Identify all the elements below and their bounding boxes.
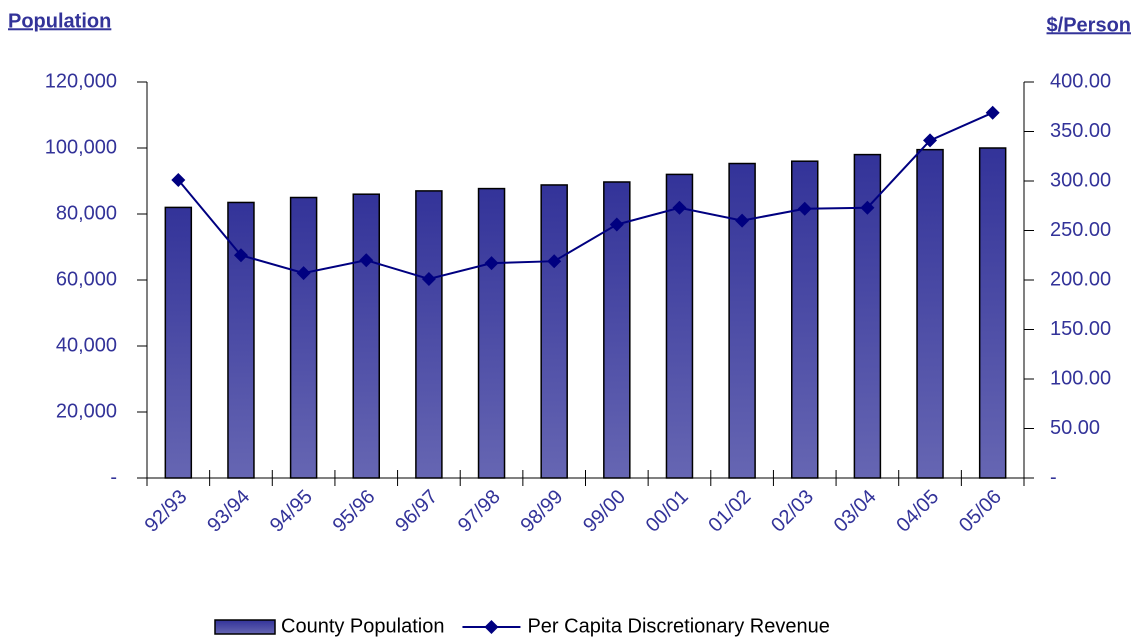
x-tick-label: 93/94 [203,486,254,537]
x-tick-label: 05/06 [955,486,1006,537]
x-tick-label: 99/00 [579,486,630,537]
bar [728,162,756,479]
line-marker [797,201,812,216]
bar [164,206,193,479]
x-tick-label: 00/01 [642,486,693,537]
line-marker [860,200,875,215]
y-tick-label: 100,000 [45,136,117,158]
x-tick-label: 92/93 [141,486,192,537]
x-tick-label: 97/98 [454,486,505,537]
y-tick-label: 120,000 [45,70,117,92]
line-marker [171,173,186,188]
line-marker [421,272,436,287]
x-tick-label: 02/03 [767,486,818,537]
bar [415,190,443,479]
bar [477,187,506,479]
line-marker [672,200,687,215]
bar [978,147,1007,479]
x-tick-label: 04/05 [892,486,943,537]
y2-tick-label: 400.00 [1050,70,1111,92]
x-tick-label: 03/04 [830,486,881,537]
y-tick-label: 80,000 [56,202,117,224]
y2-tick-label: 300.00 [1050,169,1111,191]
x-tick-label: 96/97 [391,486,442,537]
y2-tick-label: 150.00 [1050,318,1111,340]
line-marker [484,256,499,271]
line-marker [735,213,750,228]
bar [603,181,631,479]
legend-label: County Population [281,615,444,637]
line [177,111,994,281]
y2-axis-title: $/Person [1047,14,1131,36]
x-tick-label: 01/02 [704,486,755,537]
y2-tick-label: 350.00 [1050,120,1111,142]
y2-tick-label: - [1050,466,1057,488]
y2-tick-label: 100.00 [1050,367,1111,389]
line-marker [359,253,374,268]
line-marker [985,105,1000,120]
y-tick-label: 40,000 [56,334,117,356]
line-marker [547,254,562,269]
y2-tick-label: 250.00 [1050,219,1111,241]
legend-swatch [214,619,276,635]
bar [227,201,255,479]
y-tick-label: 20,000 [56,400,117,422]
y2-tick-label: 200.00 [1050,268,1111,290]
bar [916,148,944,479]
y-axis-title: Population [8,10,111,32]
x-tick-label: 95/96 [329,486,380,537]
x-tick-label: 94/95 [266,486,317,537]
line-marker [233,248,248,263]
legend-label: Per Capita Discretionary Revenue [527,615,829,637]
bar [289,196,318,479]
y2-tick-label: 50.00 [1050,417,1100,439]
line-marker [923,133,938,148]
line-marker [609,217,624,232]
legend-marker [484,620,499,634]
line-marker [296,266,311,281]
y-tick-label: 60,000 [56,268,117,290]
x-tick-label: 98/99 [516,486,567,537]
bar [665,173,694,479]
y-tick-label: - [110,466,117,488]
bar [540,184,568,479]
bar [352,193,380,479]
